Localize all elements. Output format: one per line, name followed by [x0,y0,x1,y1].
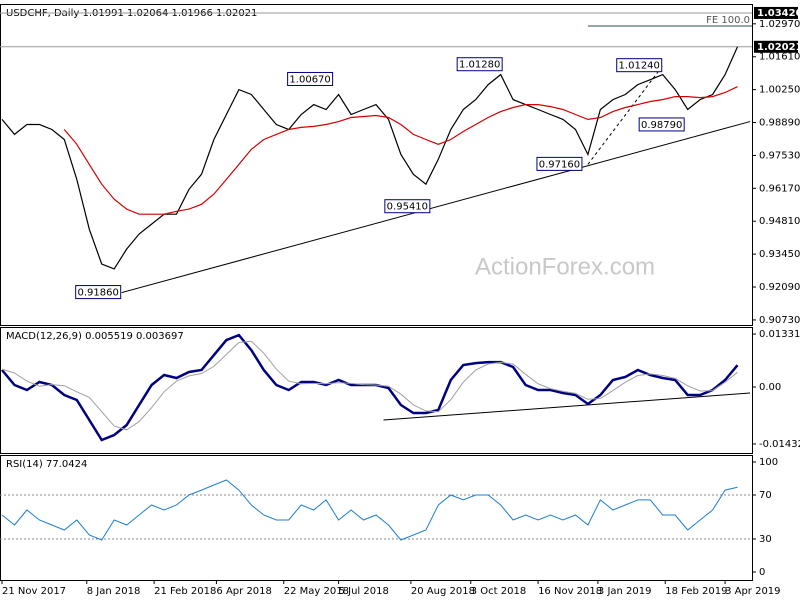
panel-title: MACD(12,26,9) 0.005519 0.003697 [6,331,184,342]
series-line [1,46,739,270]
y-tick-label: 0.96170 [759,183,800,194]
series-line [63,86,738,215]
y-tick-label: -0.014323 [759,439,800,450]
annotation-label: 1.01280 [459,60,500,71]
y-tick-label: 70 [759,490,772,501]
price-label: 1.02021 [757,42,800,53]
x-tick-label: 3 Oct 2018 [471,586,526,597]
annotation-label: 0.91860 [78,288,119,299]
panel-frame [0,327,753,454]
watermark: ActionForex.com [475,253,655,280]
x-tick-label: 20 Aug 2018 [411,586,475,597]
annotation-box [456,57,503,72]
x-tick-label: 6 Apr 2018 [216,586,271,597]
annotation-box [536,156,583,171]
panel-title: USDCHF, Daily 1.01991 1.02064 1.01966 1.… [6,8,257,19]
annotation-box [287,71,334,86]
annotation-label: 0.95410 [387,202,428,213]
x-tick-label: 16 Nov 2018 [538,586,602,597]
y-tick-label: 30 [759,534,772,545]
x-tick-label: 8 Jan 2018 [87,586,141,597]
series-line [1,340,738,431]
y-tick-label: 0.013319 [759,329,800,340]
annotation-label: 1.01240 [619,61,660,72]
price-box [754,40,798,53]
trendline [587,65,664,165]
y-tick-label: 0 [759,567,765,578]
y-tick-label: 0.94810 [759,216,800,227]
price-label: 1.03420 [757,8,800,19]
x-tick-label: 21 Nov 2017 [2,586,66,597]
x-tick-label: 22 May 2018 [284,586,349,597]
y-tick-label: 0.97530 [759,150,800,161]
x-tick-label: 5 Jul 2018 [339,586,389,597]
x-tick-label: 3 Jan 2019 [598,586,652,597]
y-tick-label: 0.00 [759,382,781,393]
series-line [1,479,738,541]
x-tick-label: 21 Feb 2018 [154,586,216,597]
y-tick-label: 1.01610 [759,52,800,63]
x-tick-label: 3 Apr 2019 [725,586,780,597]
annotation-label: 1.00670 [289,74,330,85]
annotation-label: 0.97160 [539,159,580,170]
annotation-box [616,58,663,73]
y-tick-label: 0.90730 [759,315,800,326]
y-tick-label: 1.00250 [759,85,800,96]
panel-title: RSI(14) 77.0424 [6,459,87,470]
y-tick-label: 0.93450 [759,249,800,260]
annotation-box [75,285,122,300]
annotation-label: 0.98790 [641,120,682,131]
trendline [383,392,751,421]
y-tick-label: 0.92090 [759,282,800,293]
annotation-box [384,199,431,214]
y-tick-label: 100 [759,457,778,468]
annotation-box [638,117,685,132]
trendline [121,121,751,294]
panel-frame [0,4,753,326]
x-tick-label: 18 Feb 2019 [665,586,727,597]
y-tick-label: 0.98890 [759,118,800,129]
price-box [754,6,798,19]
y-tick-label: 1.02970 [759,19,800,30]
fe-label: FE 100.0 [706,15,750,26]
panel-frame [0,455,753,581]
